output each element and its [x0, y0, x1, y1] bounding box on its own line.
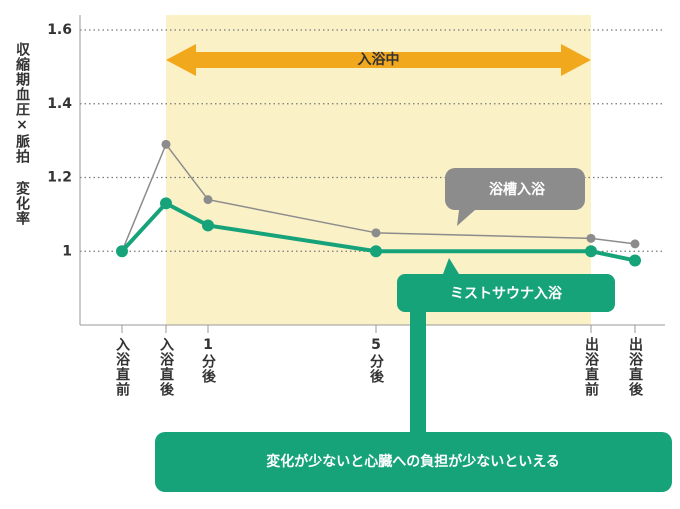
data-point: [370, 245, 382, 258]
y-tick-label: 1.4: [47, 96, 72, 112]
data-point: [203, 195, 213, 205]
note-callout: [155, 310, 672, 492]
x-tick-label: 入浴直後: [158, 337, 174, 397]
note: 変化が少ないと心臓への負担が少ないといえる: [266, 453, 560, 470]
period-label: 入浴中: [358, 51, 400, 68]
x-tick-label: 出浴直後: [627, 336, 643, 397]
legend-label: 浴槽入浴: [489, 181, 546, 198]
data-point: [585, 245, 597, 258]
data-point: [116, 245, 128, 258]
series-line: [120, 200, 636, 263]
y-tick-label: 1: [62, 243, 72, 259]
data-point: [202, 219, 214, 232]
y-tick-label: 1.6: [47, 22, 72, 38]
legend-callout: [397, 258, 615, 312]
data-point: [371, 228, 381, 238]
series-line: [121, 142, 636, 252]
x-tick-label: 1分後: [200, 337, 216, 384]
data-point: [160, 197, 172, 210]
data-point: [630, 239, 640, 249]
y-axis-label: 収縮期血圧×脈拍 変化率: [14, 41, 30, 226]
legend-label: ミストサウナ入浴: [450, 285, 563, 302]
x-tick-label: 5分後: [368, 337, 384, 384]
legend-callout: [445, 168, 585, 226]
period-arrow: [166, 44, 591, 76]
x-tick-label: 入浴直前: [114, 337, 130, 397]
data-point: [586, 233, 596, 243]
y-tick-label: 1.2: [47, 170, 72, 186]
data-point: [161, 139, 171, 149]
data-point: [629, 254, 641, 267]
x-tick-label: 出浴直前: [583, 336, 599, 397]
